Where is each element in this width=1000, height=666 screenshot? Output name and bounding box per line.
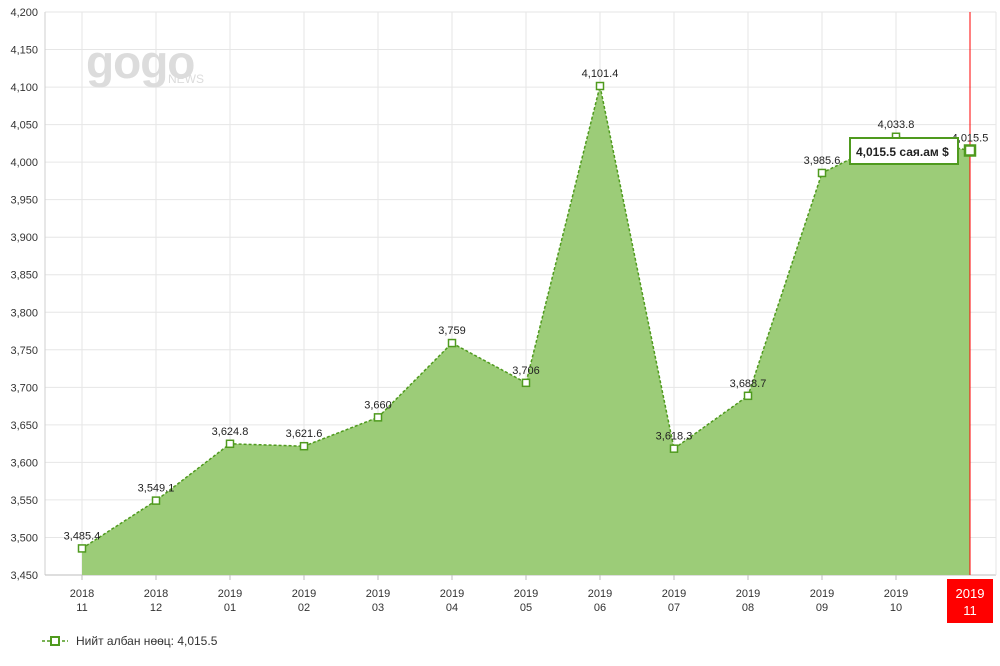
x-tick-year: 2019: [514, 588, 538, 600]
data-label-layer: 3,485.4 3,549.1 3,624.8 3,621.6 3,660 3,759 3,…: [64, 68, 989, 542]
legend-label: Нийт албан нөөц: 4,015.5: [76, 634, 218, 648]
data-label: 3,660: [364, 399, 392, 411]
x-tick-year: 2019: [662, 588, 686, 600]
x-tick-month: 01: [224, 602, 236, 614]
y-tick-label: 4,150: [10, 45, 38, 57]
x-tick-month: 04: [446, 602, 458, 614]
x-tick-month: 09: [816, 602, 828, 614]
data-label: 3,485.4: [64, 530, 101, 542]
y-tick-label: 4,100: [10, 82, 38, 94]
x-tick-year: 2019: [956, 586, 985, 601]
y-tick-label: 3,900: [10, 232, 38, 244]
data-point: [225, 439, 235, 449]
data-label: 3,624.8: [212, 426, 249, 438]
x-tick-month: 10: [890, 602, 902, 614]
y-tick-label: 4,200: [10, 7, 38, 19]
area-fill: [82, 86, 970, 575]
x-tick-month: 08: [742, 602, 754, 614]
tooltip-box: [849, 137, 959, 165]
data-label: 3,618.3: [656, 431, 693, 443]
legend[interactable]: Нийт албан нөөц: 4,015.5: [42, 634, 218, 648]
legend-marker: [50, 636, 60, 646]
y-tick-label: 3,500: [10, 532, 38, 544]
y-tick-label: 3,700: [10, 382, 38, 394]
x-tick-month: 11: [76, 602, 87, 614]
y-tick-label: 3,950: [10, 195, 38, 207]
data-label: 3,621.6: [286, 428, 323, 440]
x-tick-year: 2019: [292, 588, 316, 600]
y-tick-label: 4,050: [10, 120, 38, 132]
x-tick-month: 07: [668, 602, 680, 614]
marker-layer: [77, 81, 977, 553]
data-label: 4,101.4: [582, 68, 619, 80]
data-point: [151, 496, 161, 505]
tooltip-text: 4,015.5 сая.ам $: [856, 145, 949, 159]
x-axis: 2018 11 2018 12 2019 01 2019 02 2019 03 2019 04 2019…: [70, 575, 993, 623]
data-label: 3,706: [512, 365, 540, 377]
data-label: 3,985.6: [804, 155, 841, 167]
y-tick-label: 4,000: [10, 157, 38, 169]
y-tick-label: 3,550: [10, 495, 38, 507]
data-label: 4,015.5: [952, 132, 989, 144]
y-tick-label: 3,650: [10, 420, 38, 432]
y-tick-label: 3,750: [10, 345, 38, 357]
data-label: 3,759: [438, 325, 466, 337]
x-tick-year: 2018: [70, 588, 94, 600]
x-tick-year: 2019: [440, 588, 464, 600]
data-point: [373, 413, 383, 422]
x-tick-year: 2018: [144, 588, 168, 600]
data-point: [963, 144, 977, 157]
x-tick-month: 03: [372, 602, 384, 614]
data-label: 3,549.1: [138, 483, 175, 495]
data-point: [669, 444, 679, 453]
x-tick-year: 2019: [884, 588, 908, 600]
data-point: [743, 391, 753, 401]
y-tick-label: 3,850: [10, 270, 38, 282]
data-point: [595, 81, 605, 91]
x-tick-year: 2019: [218, 588, 242, 600]
x-tick-year: 2019: [366, 588, 390, 600]
x-tick-month: 11: [963, 603, 977, 618]
x-tick-month: 06: [594, 602, 606, 614]
data-point: [447, 338, 457, 348]
x-highlight-box: [947, 579, 993, 623]
x-tick-month: 12: [150, 602, 162, 614]
y-tick-label: 3,600: [10, 457, 38, 469]
tooltip: 4,015.5 сая.ам $: [849, 137, 959, 165]
x-tick-month: 05: [520, 602, 532, 614]
y-tick-label: 3,450: [10, 570, 38, 582]
data-label: 3,688.7: [730, 378, 767, 390]
data-point: [817, 168, 827, 178]
x-tick-year: 2019: [810, 588, 834, 600]
data-point: [521, 378, 531, 388]
watermark-logo: gogo NEWS: [86, 36, 204, 88]
watermark-main: gogo: [86, 36, 194, 88]
y-tick-label: 3,800: [10, 307, 38, 319]
data-label: 4,033.8: [878, 119, 915, 131]
data-point: [299, 441, 309, 451]
x-tick-year: 2019: [736, 588, 760, 600]
x-tick-year: 2019: [588, 588, 612, 600]
data-point: [77, 544, 87, 553]
watermark-sub: NEWS: [168, 72, 204, 86]
x-tick-month: 02: [298, 602, 310, 614]
